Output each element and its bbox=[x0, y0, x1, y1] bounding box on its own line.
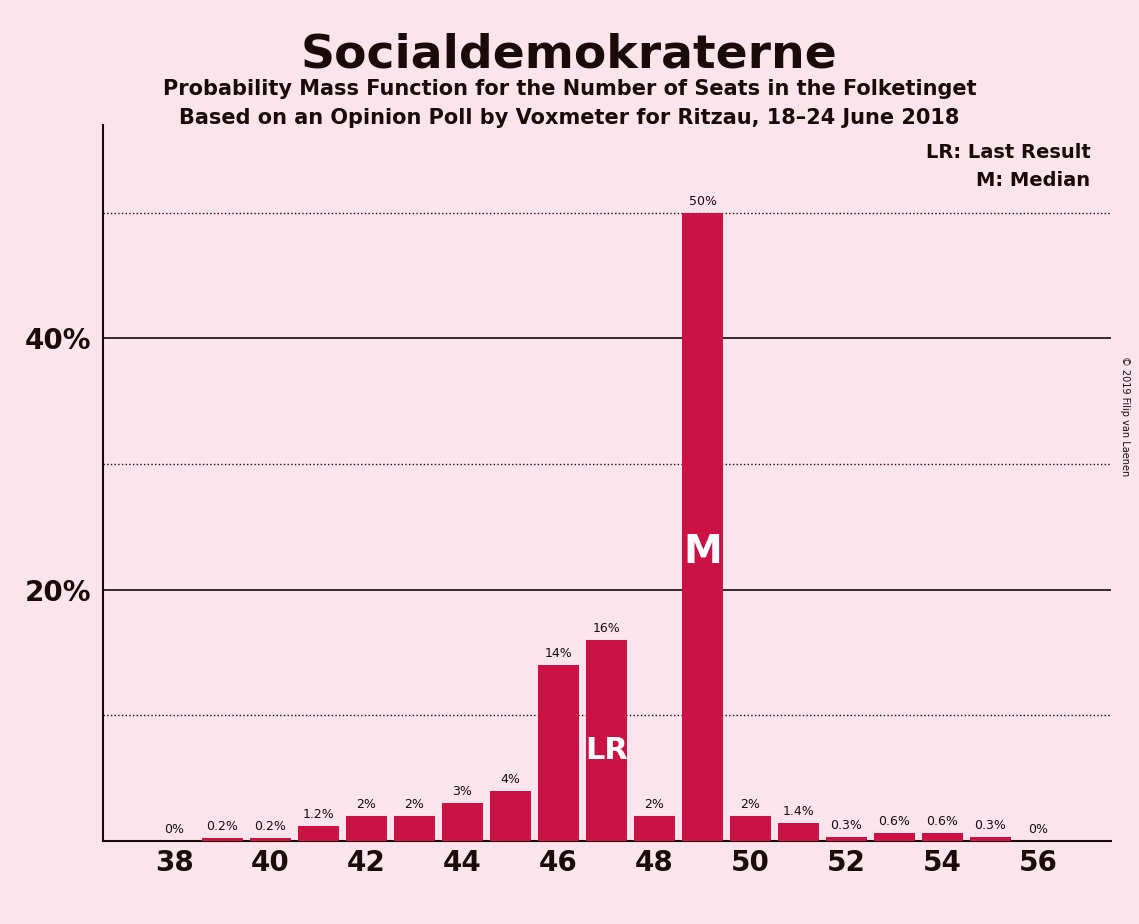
Text: 4%: 4% bbox=[500, 772, 521, 785]
Bar bbox=[634, 816, 675, 841]
Bar bbox=[202, 838, 243, 841]
Text: 0.2%: 0.2% bbox=[255, 821, 286, 833]
Text: LR: Last Result: LR: Last Result bbox=[926, 142, 1090, 162]
Text: 2%: 2% bbox=[740, 797, 761, 810]
Bar bbox=[923, 833, 962, 841]
Text: 1.4%: 1.4% bbox=[782, 805, 814, 819]
Text: 2%: 2% bbox=[357, 797, 377, 810]
Text: © 2019 Filip van Laenen: © 2019 Filip van Laenen bbox=[1121, 356, 1130, 476]
Text: 2%: 2% bbox=[645, 797, 664, 810]
Bar bbox=[587, 639, 626, 841]
Bar bbox=[778, 823, 819, 841]
Text: 0.3%: 0.3% bbox=[830, 819, 862, 832]
Text: Socialdemokraterne: Socialdemokraterne bbox=[301, 32, 838, 78]
Bar bbox=[682, 213, 723, 841]
Bar bbox=[970, 837, 1011, 841]
Bar bbox=[346, 816, 387, 841]
Text: 0.6%: 0.6% bbox=[927, 815, 958, 828]
Text: M: Median: M: Median bbox=[976, 171, 1090, 190]
Text: M: M bbox=[683, 533, 722, 571]
Text: 0.3%: 0.3% bbox=[975, 819, 1007, 832]
Text: 1.2%: 1.2% bbox=[303, 808, 335, 821]
Bar bbox=[251, 838, 290, 841]
Text: Based on an Opinion Poll by Voxmeter for Ritzau, 18–24 June 2018: Based on an Opinion Poll by Voxmeter for… bbox=[179, 108, 960, 128]
Text: 0%: 0% bbox=[164, 822, 185, 836]
Bar bbox=[298, 826, 339, 841]
Text: 50%: 50% bbox=[688, 195, 716, 208]
Text: 16%: 16% bbox=[592, 622, 621, 635]
Text: 0.2%: 0.2% bbox=[206, 821, 238, 833]
Text: 0%: 0% bbox=[1029, 822, 1049, 836]
Bar bbox=[490, 791, 531, 841]
Text: 0.6%: 0.6% bbox=[878, 815, 910, 828]
Bar bbox=[874, 833, 915, 841]
Bar bbox=[730, 816, 771, 841]
Bar bbox=[394, 816, 435, 841]
Text: 3%: 3% bbox=[452, 785, 473, 798]
Text: Probability Mass Function for the Number of Seats in the Folketinget: Probability Mass Function for the Number… bbox=[163, 79, 976, 99]
Bar bbox=[442, 803, 483, 841]
Text: LR: LR bbox=[585, 736, 628, 765]
Bar bbox=[538, 665, 579, 841]
Text: 14%: 14% bbox=[544, 647, 573, 660]
Bar bbox=[826, 837, 867, 841]
Text: 2%: 2% bbox=[404, 797, 425, 810]
